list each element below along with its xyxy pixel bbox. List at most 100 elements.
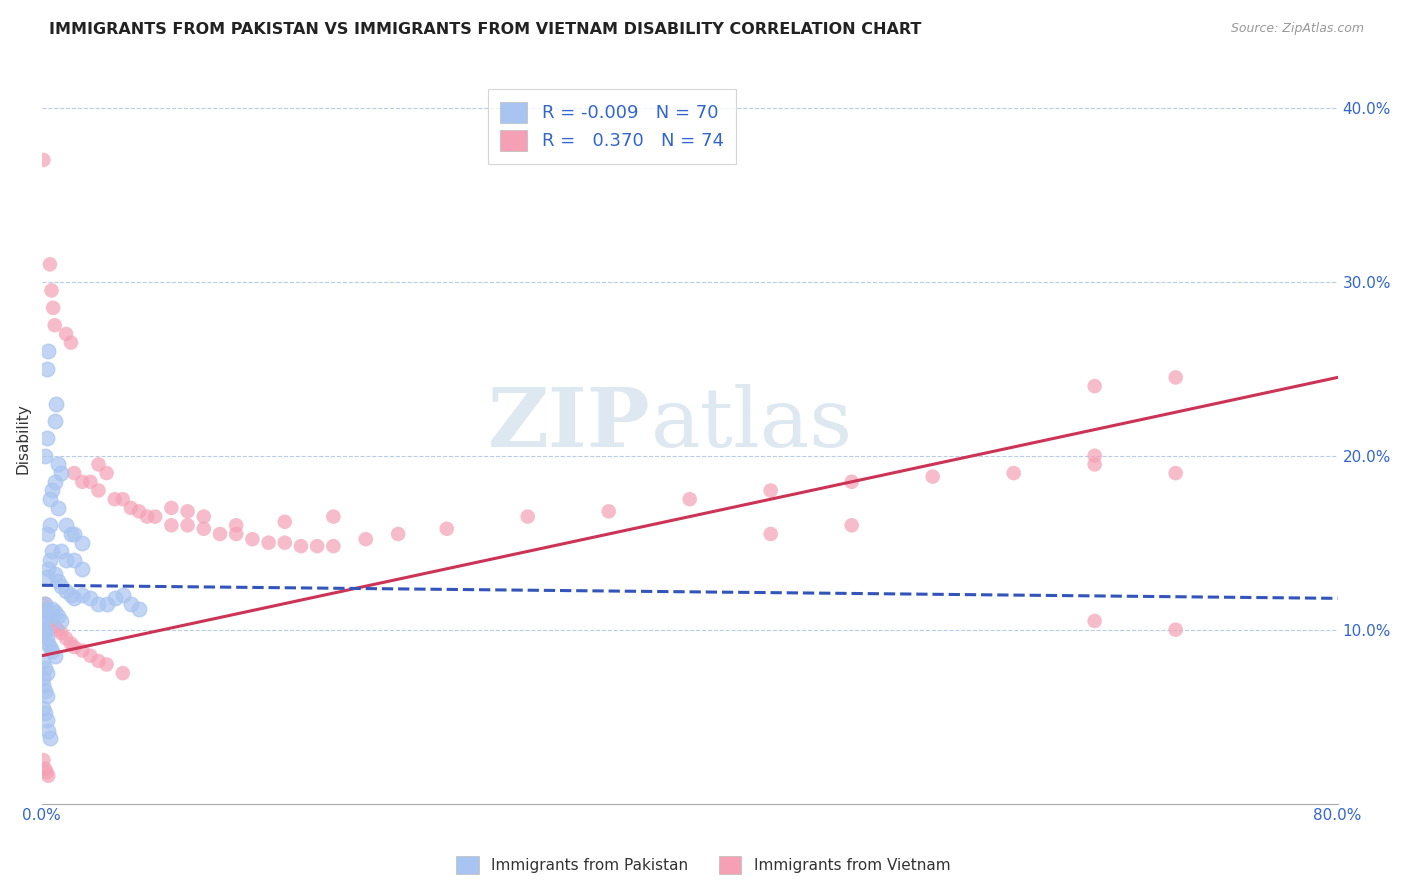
Point (72, 535, 94, 549)
Point (387, 527, 409, 541)
Point (51, 466, 73, 480)
Point (59, 527, 82, 541)
Point (79, 591, 101, 606)
Point (34, 597, 56, 611)
Point (759, 483, 782, 498)
Point (87, 654, 110, 668)
Text: IMMIGRANTS FROM PAKISTAN VS IMMIGRANTS FROM VIETNAM DISABILITY CORRELATION CHART: IMMIGRANTS FROM PAKISTAN VS IMMIGRANTS F… (49, 22, 921, 37)
Point (44, 605, 66, 619)
Point (41, 614, 63, 628)
Point (46, 623, 69, 637)
Point (32, 701, 55, 715)
Point (32, 153, 55, 167)
Point (34, 449, 56, 463)
Point (46, 608, 69, 623)
Point (32, 678, 55, 692)
Point (37, 723, 59, 738)
Point (193, 522, 215, 536)
Point (55, 326, 77, 341)
Point (35, 570, 58, 584)
Point (208, 527, 231, 541)
Point (72, 588, 94, 602)
Text: ZIP: ZIP (488, 384, 651, 464)
Point (34, 597, 56, 611)
Point (32, 614, 55, 628)
Point (38, 640, 60, 654)
Point (63, 466, 86, 480)
Point (841, 518, 863, 533)
Point (41, 643, 63, 657)
Point (104, 591, 127, 606)
Point (37, 605, 59, 619)
Point (55, 632, 77, 646)
Point (96, 466, 118, 480)
Point (41, 284, 63, 298)
Point (38, 518, 60, 533)
Point (34, 762, 56, 776)
Point (44, 566, 66, 581)
Point (176, 504, 198, 518)
Point (143, 509, 166, 524)
Point (63, 640, 86, 654)
Point (96, 657, 118, 672)
Point (87, 458, 110, 472)
Point (160, 518, 183, 533)
Point (59, 636, 82, 650)
Point (35, 713, 58, 727)
Point (51, 579, 73, 593)
Point (841, 475, 863, 489)
Point (35, 601, 58, 615)
Legend: R = -0.009   N = 70, R =   0.370   N = 74: R = -0.009 N = 70, R = 0.370 N = 74 (488, 89, 737, 163)
Point (1002, 466, 1025, 480)
Point (111, 588, 134, 602)
Point (1164, 623, 1187, 637)
Point (193, 509, 215, 524)
Point (51, 544, 73, 558)
Point (72, 643, 94, 657)
Point (41, 544, 63, 558)
Point (46, 574, 69, 588)
Point (1084, 449, 1107, 463)
Point (354, 532, 377, 546)
Point (38, 608, 60, 623)
Point (160, 500, 183, 515)
Point (35, 689, 58, 703)
Point (55, 518, 77, 533)
Point (96, 597, 118, 611)
Point (46, 500, 69, 515)
Point (59, 335, 82, 350)
Point (38, 731, 60, 745)
Point (225, 518, 247, 533)
Point (35, 765, 58, 780)
Point (35, 431, 58, 445)
Point (759, 527, 782, 541)
Point (921, 469, 943, 483)
Point (120, 597, 142, 611)
Point (32, 672, 55, 686)
Point (34, 661, 56, 675)
Point (87, 483, 110, 498)
Point (307, 539, 329, 553)
Point (41, 601, 63, 615)
Point (44, 318, 66, 333)
Point (1084, 379, 1107, 393)
Point (79, 475, 101, 489)
Point (63, 553, 86, 567)
Point (322, 539, 344, 553)
Point (322, 509, 344, 524)
Point (679, 492, 702, 507)
Point (436, 522, 458, 536)
Point (37, 769, 59, 783)
Point (44, 414, 66, 428)
Point (59, 588, 82, 602)
Point (34, 626, 56, 640)
Point (274, 515, 297, 529)
Point (38, 492, 60, 507)
Point (51, 626, 73, 640)
Point (37, 605, 59, 619)
Y-axis label: Disability: Disability (15, 403, 30, 474)
Point (44, 648, 66, 663)
Point (34, 683, 56, 698)
Point (41, 483, 63, 498)
Point (37, 562, 59, 576)
